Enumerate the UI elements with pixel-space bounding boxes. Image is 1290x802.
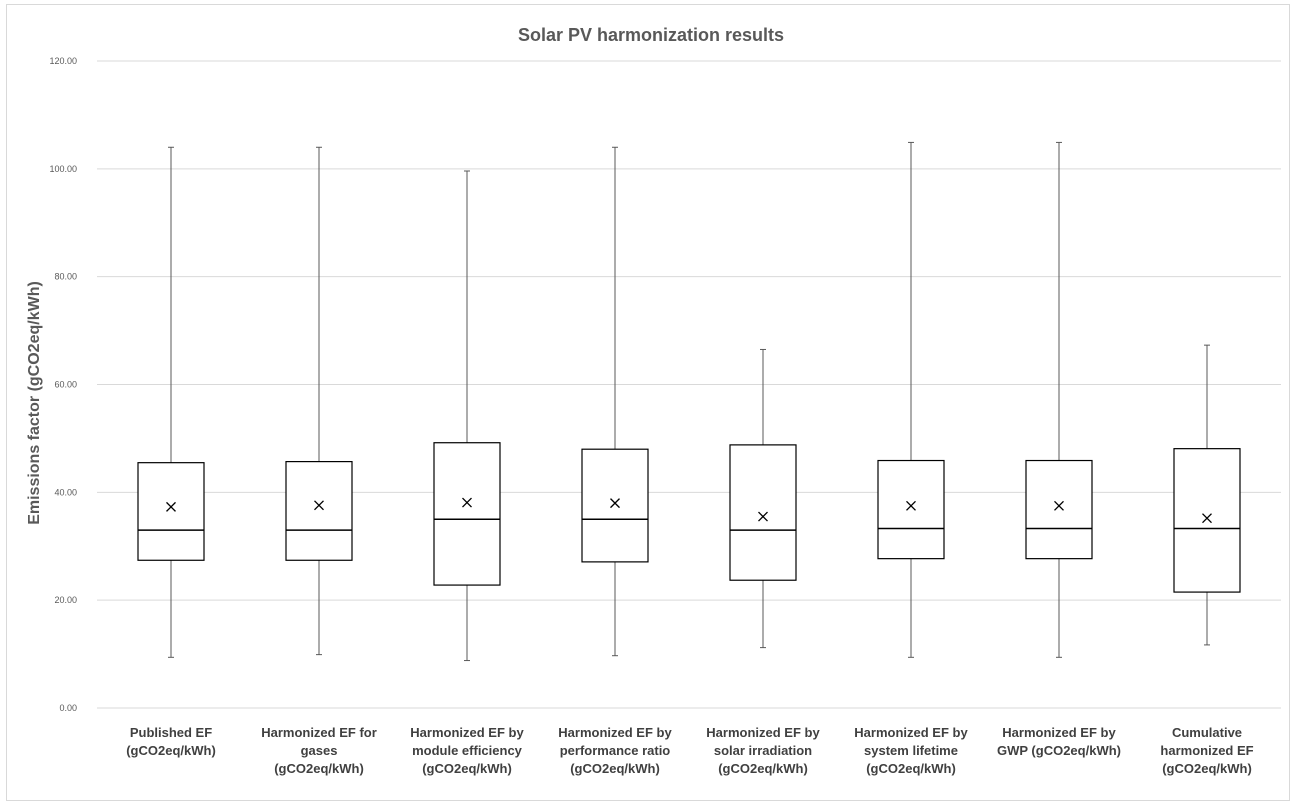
mean-marker-b-6 — [1054, 500, 1064, 511]
box-group-0 — [137, 146, 205, 658]
y-tick-label-2: 40.00 — [54, 487, 77, 497]
mean-marker-b-0 — [166, 501, 176, 512]
category-label-line: module efficiency — [412, 743, 523, 758]
box-plot-chart: Solar PV harmonization results Emissions… — [26, 25, 1281, 776]
box-2 — [433, 442, 501, 586]
y-tick-label-3: 60.00 — [54, 380, 77, 390]
category-label-1: Harmonized EF for gases (gCO2eq/kWh) — [261, 725, 377, 776]
box-group-2 — [433, 170, 501, 662]
box-group-7 — [1173, 344, 1241, 646]
y-axis-ticks: 0.00 20.00 40.00 60.00 80.00 100.00 120.00 — [49, 56, 77, 713]
category-label-line: system lifetime — [864, 743, 958, 758]
category-label-line: (gCO2eq/kWh) — [422, 761, 512, 776]
box-group-6 — [1025, 141, 1093, 658]
category-label-line: (gCO2eq/kWh) — [718, 761, 808, 776]
chart-title: Solar PV harmonization results — [518, 25, 784, 45]
category-label-line: solar irradiation — [714, 743, 812, 758]
y-tick-label-0: 0.00 — [59, 703, 77, 713]
category-label-3: Harmonized EF by performance ratio (gCO2eq… — [558, 725, 672, 776]
box-7 — [1173, 448, 1241, 593]
category-label-line: Harmonized EF by — [558, 725, 672, 740]
category-label-line: (gCO2eq/kWh) — [126, 743, 216, 758]
category-label-7: Cumulative harmonized EF (gCO2eq/kWh) — [1160, 725, 1253, 776]
category-label-line: Harmonized EF by — [854, 725, 968, 740]
category-label-line: harmonized EF — [1160, 743, 1253, 758]
chart-frame: Solar PV harmonization results Emissions… — [6, 4, 1290, 801]
box-3 — [581, 448, 649, 563]
category-label-line: performance ratio — [560, 743, 671, 758]
box-4 — [729, 444, 797, 581]
category-label-5: Harmonized EF by system lifetime (gCO2eq/k… — [854, 725, 968, 776]
y-tick-label-6: 120.00 — [49, 56, 77, 66]
category-label-line: Published EF — [130, 725, 212, 740]
y-tick-label-1: 20.00 — [54, 595, 77, 605]
category-label-line: Harmonized EF by — [410, 725, 524, 740]
category-label-line: Harmonized EF by — [1002, 725, 1116, 740]
y-axis-label: Emissions factor (gCO2eq/kWh) — [26, 281, 43, 525]
category-label-line: Harmonized EF for — [261, 725, 377, 740]
category-label-0: Published EF (gCO2eq/kWh) — [126, 725, 216, 758]
category-label-line: (gCO2eq/kWh) — [570, 761, 660, 776]
category-label-line: gases — [301, 743, 338, 758]
mean-marker-b-5 — [906, 500, 916, 511]
box-1 — [285, 461, 353, 561]
mean-marker-b-7 — [1202, 513, 1212, 524]
box-group-1 — [285, 146, 353, 656]
gridlines — [97, 60, 1281, 709]
boxes — [137, 141, 1241, 662]
mean-marker-b-4 — [758, 511, 768, 522]
category-label-2: Harmonized EF by module efficiency (gCO2eq… — [410, 725, 524, 776]
category-label-line: (gCO2eq/kWh) — [866, 761, 956, 776]
box-5 — [877, 459, 945, 560]
category-label-line: (gCO2eq/kWh) — [274, 761, 364, 776]
y-tick-label-5: 100.00 — [49, 164, 77, 174]
category-label-6: Harmonized EF by GWP (gCO2eq/kWh) — [997, 725, 1121, 758]
category-label-line: Cumulative — [1172, 725, 1242, 740]
category-label-line: Harmonized EF by — [706, 725, 820, 740]
category-label-line: GWP (gCO2eq/kWh) — [997, 743, 1121, 758]
mean-marker-b-1 — [314, 500, 324, 511]
mean-marker-b-3 — [610, 498, 620, 509]
category-label-line: (gCO2eq/kWh) — [1162, 761, 1252, 776]
category-labels: Published EF (gCO2eq/kWh)Harmonized EF fo… — [126, 725, 1253, 776]
box-group-3 — [581, 146, 649, 657]
box-0 — [137, 462, 205, 561]
box-6 — [1025, 459, 1093, 560]
box-group-5 — [877, 141, 945, 658]
mean-marker-b-2 — [462, 497, 472, 508]
category-label-4: Harmonized EF by solar irradiation (gCO2eq… — [706, 725, 820, 776]
box-group-4 — [729, 348, 797, 649]
y-tick-label-4: 80.00 — [54, 272, 77, 282]
